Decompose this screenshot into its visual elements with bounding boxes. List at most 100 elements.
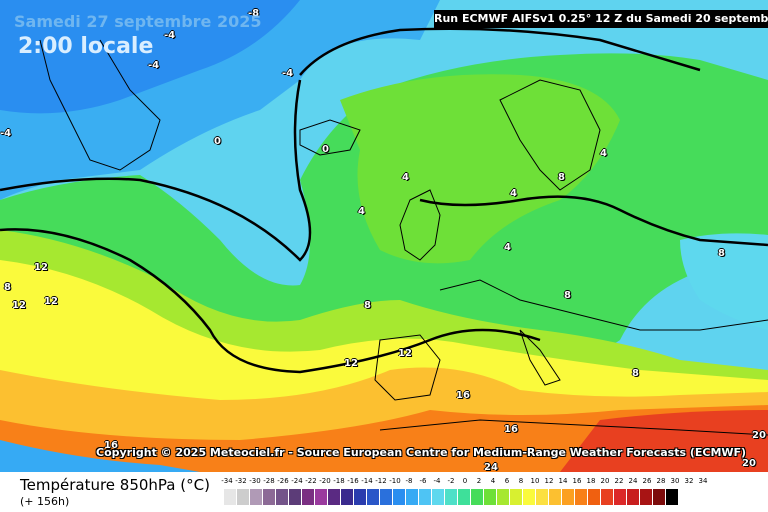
scale-label: 0 <box>462 477 468 485</box>
isotherm-line <box>0 79 312 262</box>
legend-title: Température 850hPa (°C) <box>20 476 210 494</box>
scale-label: -8 <box>405 477 413 485</box>
scale-swatch <box>341 489 354 505</box>
isotherm-label: 4 <box>504 242 511 253</box>
temperature-map: -8 -4 -4 -4 -4 0 0 4 4 4 4 4 8 8 8 8 8 8 12 12 12 12 12 16 16 16 2… <box>0 0 768 472</box>
isotherm-label: 20 <box>752 430 766 441</box>
field-cold-east <box>680 233 768 330</box>
isotherm-label: 8 <box>4 282 11 293</box>
scale-label: -34 <box>221 477 233 485</box>
isotherm-label: -4 <box>148 60 160 71</box>
scale-swatch <box>497 489 510 505</box>
africa-coast <box>379 419 768 436</box>
map-canvas <box>0 0 768 472</box>
field-hot-red <box>560 410 768 472</box>
isotherm-label: 8 <box>564 290 571 301</box>
isotherm-label: 4 <box>358 206 365 217</box>
scale-swatch <box>653 489 666 505</box>
isotherm-label: 12 <box>44 296 58 307</box>
scale-label: 18 <box>586 477 596 485</box>
scale-swatch <box>380 489 393 505</box>
isotherm-label: 12 <box>12 300 26 311</box>
forecast-time: 2:00 locale <box>18 34 154 59</box>
model-run-info: Run ECMWF AIFSv1 0.25° 12 Z du Samedi 20… <box>434 10 768 28</box>
isotherm-label: 12 <box>398 348 412 359</box>
scale-swatch <box>588 489 601 505</box>
scale-label: 24 <box>628 477 638 485</box>
scale-swatch <box>666 489 679 505</box>
scale-swatch <box>536 489 549 505</box>
scale-swatch <box>406 489 419 505</box>
britain-coast <box>399 189 441 261</box>
scale-label: -4 <box>433 477 441 485</box>
italy-coast <box>519 329 561 386</box>
isotherm-label: 8 <box>364 300 371 311</box>
iceland-coast <box>299 119 361 156</box>
scale-label: 26 <box>642 477 652 485</box>
scale-label: -2 <box>447 477 455 485</box>
scale-swatch <box>263 489 276 505</box>
iberia-coast <box>374 334 441 401</box>
scale-label: 32 <box>684 477 694 485</box>
isotherm-label: -8 <box>248 8 260 19</box>
scale-label: -26 <box>277 477 289 485</box>
scale-label: 6 <box>504 477 510 485</box>
scale-swatch <box>328 489 341 505</box>
isotherm-label: 16 <box>504 424 518 435</box>
scale-swatch <box>510 489 523 505</box>
scale-swatch <box>302 489 315 505</box>
scale-label: -32 <box>235 477 247 485</box>
scale-swatch <box>458 489 471 505</box>
isotherm-label: 4 <box>510 188 517 199</box>
isotherm-label: 16 <box>456 390 470 401</box>
scale-label: 4 <box>490 477 496 485</box>
legend-bar: Température 850hPa (°C) (+ 156h) -34 -32-… <box>0 472 768 512</box>
scale-swatch <box>484 489 497 505</box>
isotherm-label: 8 <box>718 248 725 259</box>
scale-swatch <box>315 489 328 505</box>
scale-swatch <box>419 489 432 505</box>
scale-swatch <box>575 489 588 505</box>
scale-label: -12 <box>375 477 387 485</box>
scale-label: 34 <box>698 477 708 485</box>
coastlines <box>39 39 768 436</box>
scale-label: -22 <box>305 477 317 485</box>
scale-label: 30 <box>670 477 680 485</box>
isotherm-line <box>299 27 701 76</box>
isotherm-label: 0 <box>214 136 221 147</box>
scale-label: -30 <box>249 477 261 485</box>
scale-swatch <box>601 489 614 505</box>
isotherm-line <box>0 228 541 374</box>
color-scale-labels: -34 -32 -30 -28 -26 -24 -22 -20 -18 -16 -14 -12 -10-… <box>220 477 760 489</box>
isotherm-label: 8 <box>558 172 565 183</box>
scale-label: -16 <box>347 477 359 485</box>
scale-swatch <box>367 489 380 505</box>
isotherm-label: -4 <box>282 68 294 79</box>
scale-label: -10 <box>389 477 401 485</box>
scale-swatch <box>250 489 263 505</box>
color-scale <box>224 489 679 505</box>
isotherm-label: 24 <box>484 462 498 472</box>
scale-label: 12 <box>544 477 554 485</box>
scale-swatch <box>445 489 458 505</box>
isotherm-line <box>419 195 768 247</box>
isotherm-label: 4 <box>402 172 409 183</box>
isotherm-label: 4 <box>600 148 607 159</box>
scale-swatch <box>393 489 406 505</box>
isotherm-label: 12 <box>344 358 358 369</box>
scale-swatch <box>432 489 445 505</box>
scale-label: 2 <box>476 477 482 485</box>
scale-label: -24 <box>291 477 303 485</box>
scale-swatch <box>627 489 640 505</box>
scale-swatch <box>471 489 484 505</box>
field-cool-southwest <box>0 440 200 472</box>
isotherm-label: 12 <box>34 262 48 273</box>
greenland-coast <box>39 39 161 171</box>
scale-label: -18 <box>333 477 345 485</box>
scale-swatch <box>237 489 250 505</box>
isotherm-label: -4 <box>0 128 12 139</box>
scale-label: 14 <box>558 477 568 485</box>
isotherm-label: 16 <box>104 440 118 451</box>
scale-swatch <box>354 489 367 505</box>
scale-swatch <box>224 489 237 505</box>
